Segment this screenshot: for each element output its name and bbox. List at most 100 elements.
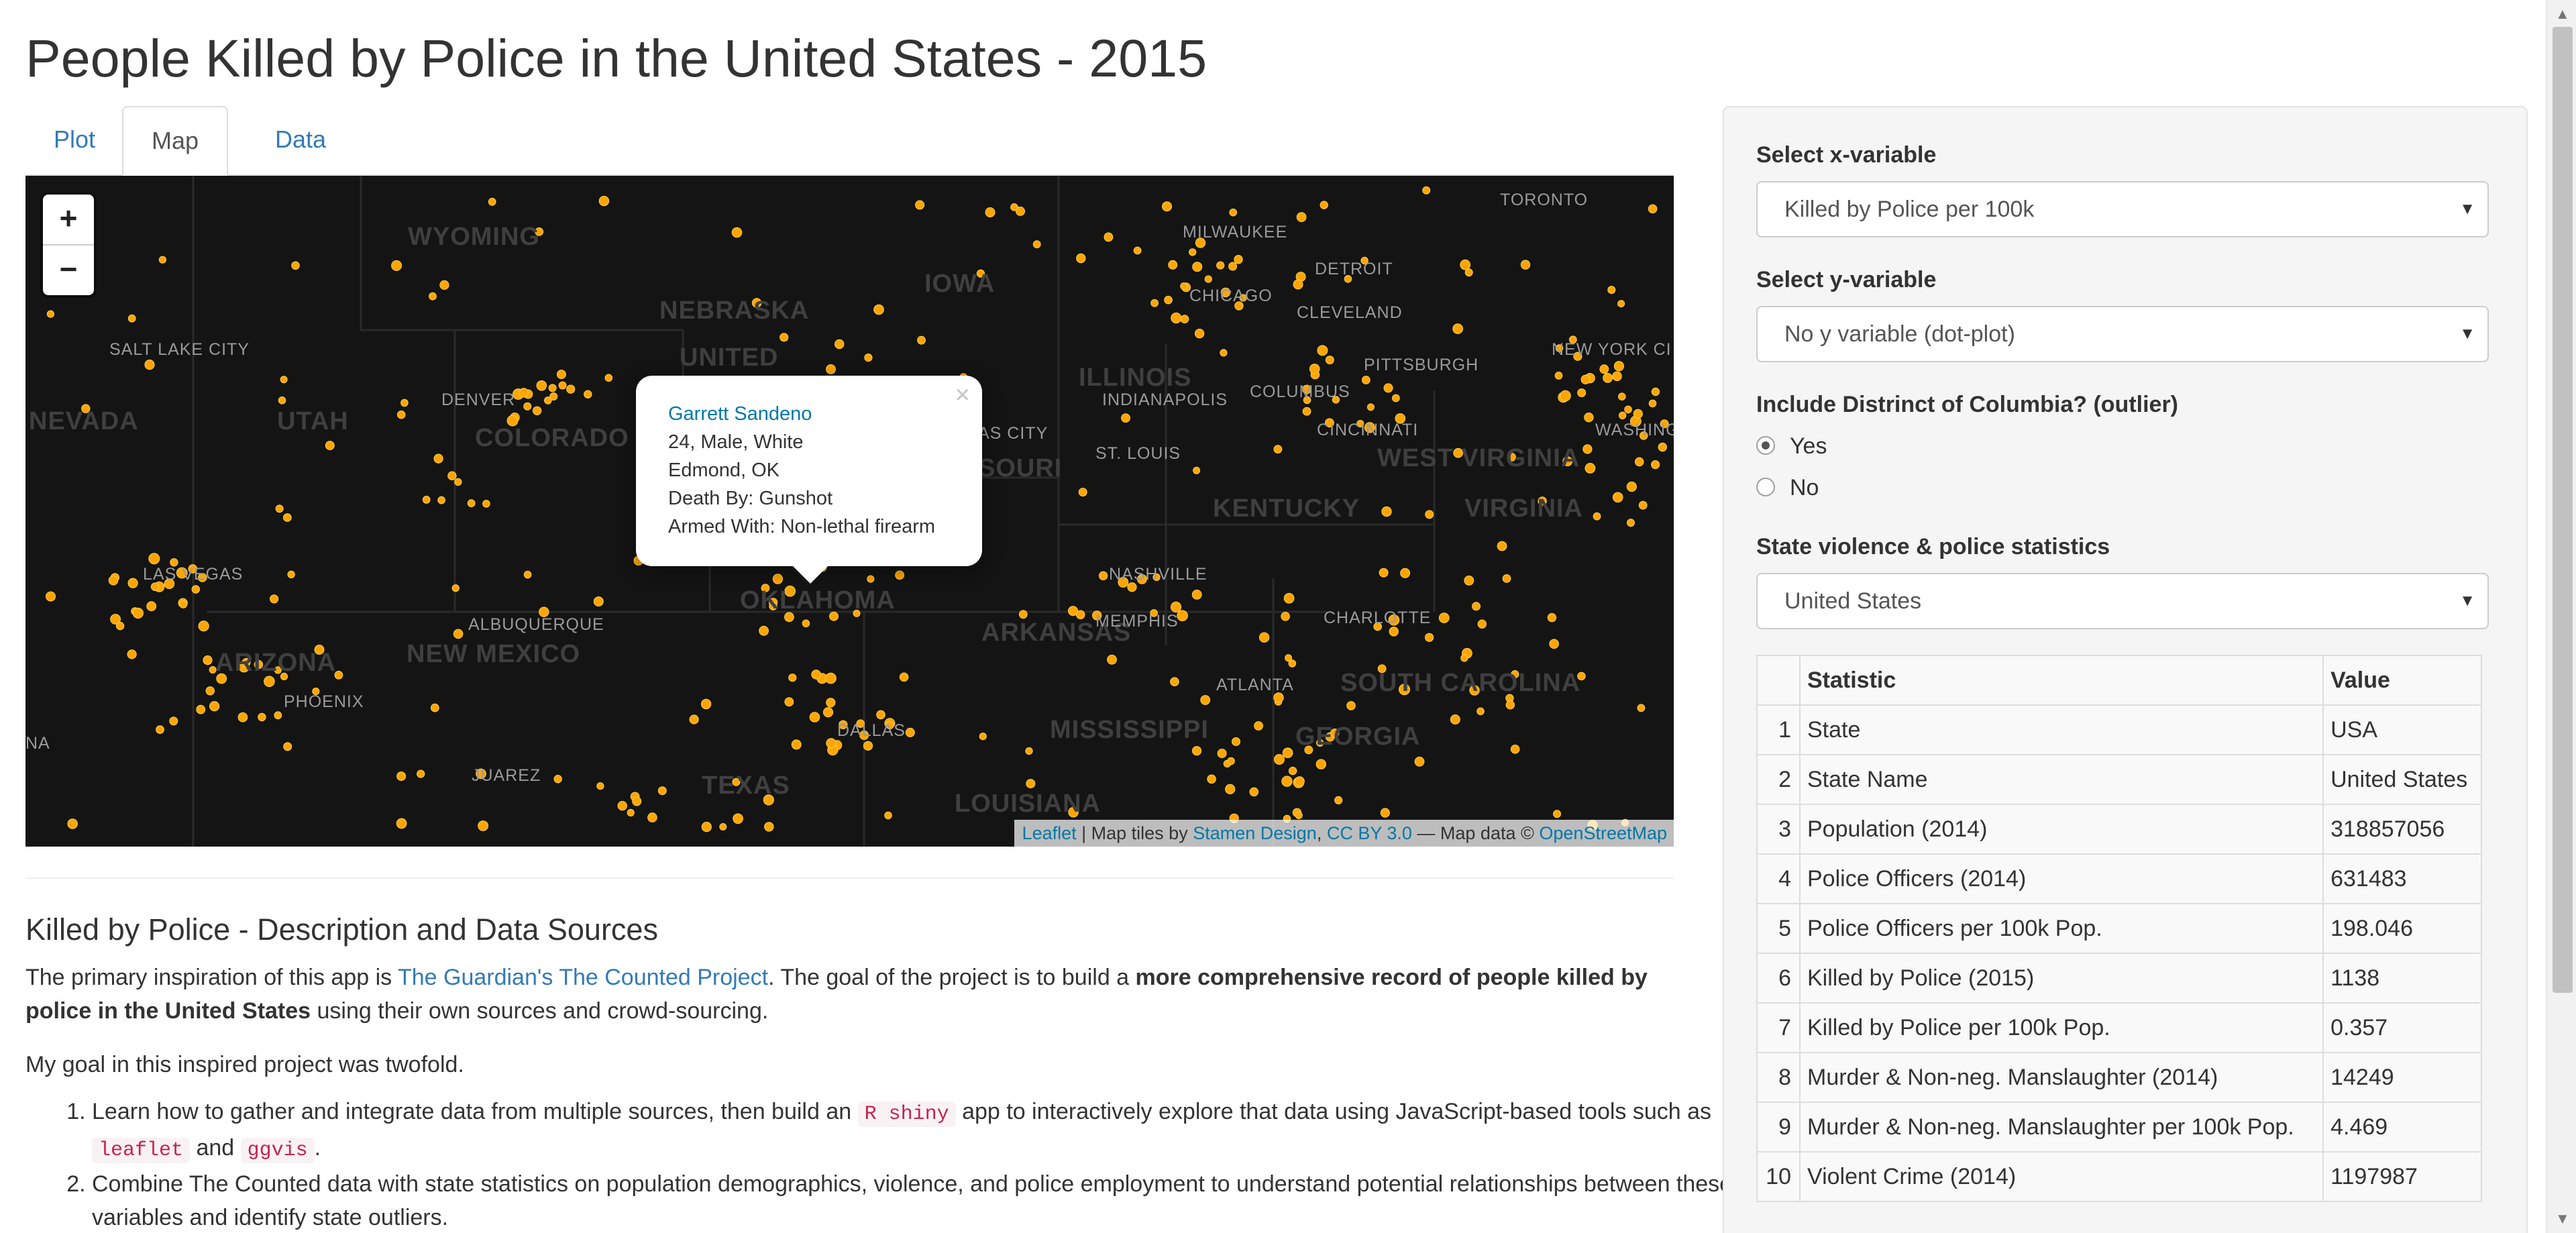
incident-marker[interactable] — [859, 730, 869, 740]
incident-marker[interactable] — [1294, 776, 1305, 787]
incident-marker[interactable] — [598, 195, 610, 207]
incident-marker[interactable] — [689, 714, 699, 725]
incident-marker[interactable] — [1373, 622, 1382, 631]
incident-marker[interactable] — [287, 570, 295, 578]
incident-marker[interactable] — [1317, 345, 1328, 356]
incident-marker[interactable] — [1520, 260, 1531, 270]
incident-marker[interactable] — [1568, 335, 1577, 344]
incident-marker[interactable] — [169, 716, 178, 726]
incident-marker[interactable] — [1648, 204, 1658, 214]
incident-marker[interactable] — [1577, 388, 1587, 397]
incident-marker[interactable] — [1377, 664, 1387, 674]
incident-marker[interactable] — [216, 673, 227, 684]
incident-marker[interactable] — [1295, 811, 1303, 820]
incident-marker[interactable] — [278, 396, 286, 405]
incident-marker[interactable] — [1612, 371, 1622, 382]
tab-plot[interactable]: Plot — [54, 125, 96, 153]
incident-marker[interactable] — [1634, 457, 1644, 467]
incident-marker[interactable] — [196, 704, 206, 714]
incident-marker[interactable] — [1078, 488, 1087, 497]
incident-marker[interactable] — [176, 567, 188, 579]
incident-marker[interactable] — [1612, 492, 1623, 503]
state-select[interactable]: United States ▼ — [1756, 573, 2489, 629]
incident-marker[interactable] — [873, 304, 884, 315]
incident-marker[interactable] — [1637, 704, 1646, 712]
incident-marker[interactable] — [1464, 268, 1473, 277]
incident-marker[interactable] — [1379, 568, 1389, 578]
incident-marker[interactable] — [280, 376, 288, 384]
incident-marker[interactable] — [197, 573, 207, 582]
incident-marker[interactable] — [1309, 364, 1320, 374]
incident-marker[interactable] — [1507, 452, 1516, 462]
incident-marker[interactable] — [264, 676, 275, 688]
incident-marker[interactable] — [1104, 232, 1114, 242]
incident-marker[interactable] — [275, 504, 284, 513]
incident-marker[interactable] — [1510, 745, 1520, 754]
incident-marker[interactable] — [1273, 692, 1284, 703]
incident-marker[interactable] — [1472, 602, 1481, 611]
incident-marker[interactable] — [617, 801, 627, 811]
incident-marker[interactable] — [1239, 294, 1247, 302]
incident-marker[interactable] — [1098, 571, 1108, 580]
incident-marker[interactable] — [291, 261, 300, 270]
incident-marker[interactable] — [1660, 419, 1669, 429]
incident-marker[interactable] — [1618, 411, 1627, 419]
incident-marker[interactable] — [1225, 784, 1236, 795]
incident-marker[interactable] — [127, 578, 138, 588]
incident-marker[interactable] — [396, 818, 407, 829]
incident-marker[interactable] — [556, 370, 566, 380]
incident-marker[interactable] — [258, 712, 266, 722]
incident-marker[interactable] — [447, 471, 457, 480]
incident-marker[interactable] — [439, 280, 449, 290]
incident-marker[interactable] — [822, 707, 834, 718]
incident-marker[interactable] — [731, 227, 743, 238]
incident-marker[interactable] — [1330, 729, 1340, 738]
incident-marker[interactable] — [164, 578, 175, 590]
incident-marker[interactable] — [1274, 754, 1285, 765]
incident-marker[interactable] — [170, 558, 178, 567]
incident-marker[interactable] — [1316, 739, 1324, 747]
incident-marker[interactable] — [1584, 413, 1594, 423]
incident-marker[interactable] — [1391, 394, 1400, 403]
incident-marker[interactable] — [156, 725, 164, 734]
incident-marker[interactable] — [1168, 260, 1178, 270]
incident-marker[interactable] — [784, 697, 794, 707]
incident-marker[interactable] — [482, 500, 490, 508]
incident-marker[interactable] — [1356, 420, 1364, 428]
incident-marker[interactable] — [1332, 396, 1340, 404]
incident-marker[interactable] — [1303, 396, 1311, 405]
incident-marker[interactable] — [46, 310, 55, 318]
incident-marker[interactable] — [856, 719, 865, 729]
incident-marker[interactable] — [1547, 612, 1557, 623]
incident-marker[interactable] — [732, 778, 741, 786]
incident-marker[interactable] — [1194, 329, 1205, 339]
incident-marker[interactable] — [1273, 445, 1283, 454]
incident-marker[interactable] — [1603, 373, 1613, 383]
incident-marker[interactable] — [1361, 376, 1371, 384]
incident-marker[interactable] — [1388, 614, 1400, 626]
incident-marker[interactable] — [1220, 287, 1231, 298]
incident-marker[interactable] — [1137, 574, 1147, 584]
incident-marker[interactable] — [1254, 721, 1263, 731]
incident-marker[interactable] — [802, 619, 810, 628]
incident-marker[interactable] — [1425, 510, 1434, 519]
incident-marker[interactable] — [539, 606, 549, 617]
incident-marker[interactable] — [396, 771, 407, 782]
incident-marker[interactable] — [593, 596, 604, 607]
incident-marker[interactable] — [506, 415, 519, 427]
incident-marker[interactable] — [1283, 592, 1295, 604]
incident-marker[interactable] — [127, 649, 137, 659]
incident-marker[interactable] — [700, 698, 712, 710]
incident-marker[interactable] — [1389, 627, 1399, 637]
incident-marker[interactable] — [203, 655, 213, 665]
incident-marker[interactable] — [1302, 384, 1311, 394]
incident-marker[interactable] — [1304, 745, 1313, 755]
incident-marker[interactable] — [1380, 808, 1390, 818]
incident-marker[interactable] — [274, 711, 282, 720]
incident-marker[interactable] — [1192, 262, 1203, 272]
incident-marker[interactable] — [863, 741, 873, 751]
incident-marker[interactable] — [127, 314, 136, 323]
incident-marker[interactable] — [280, 672, 288, 681]
incident-marker[interactable] — [1281, 612, 1290, 621]
incident-marker[interactable] — [1617, 300, 1625, 308]
